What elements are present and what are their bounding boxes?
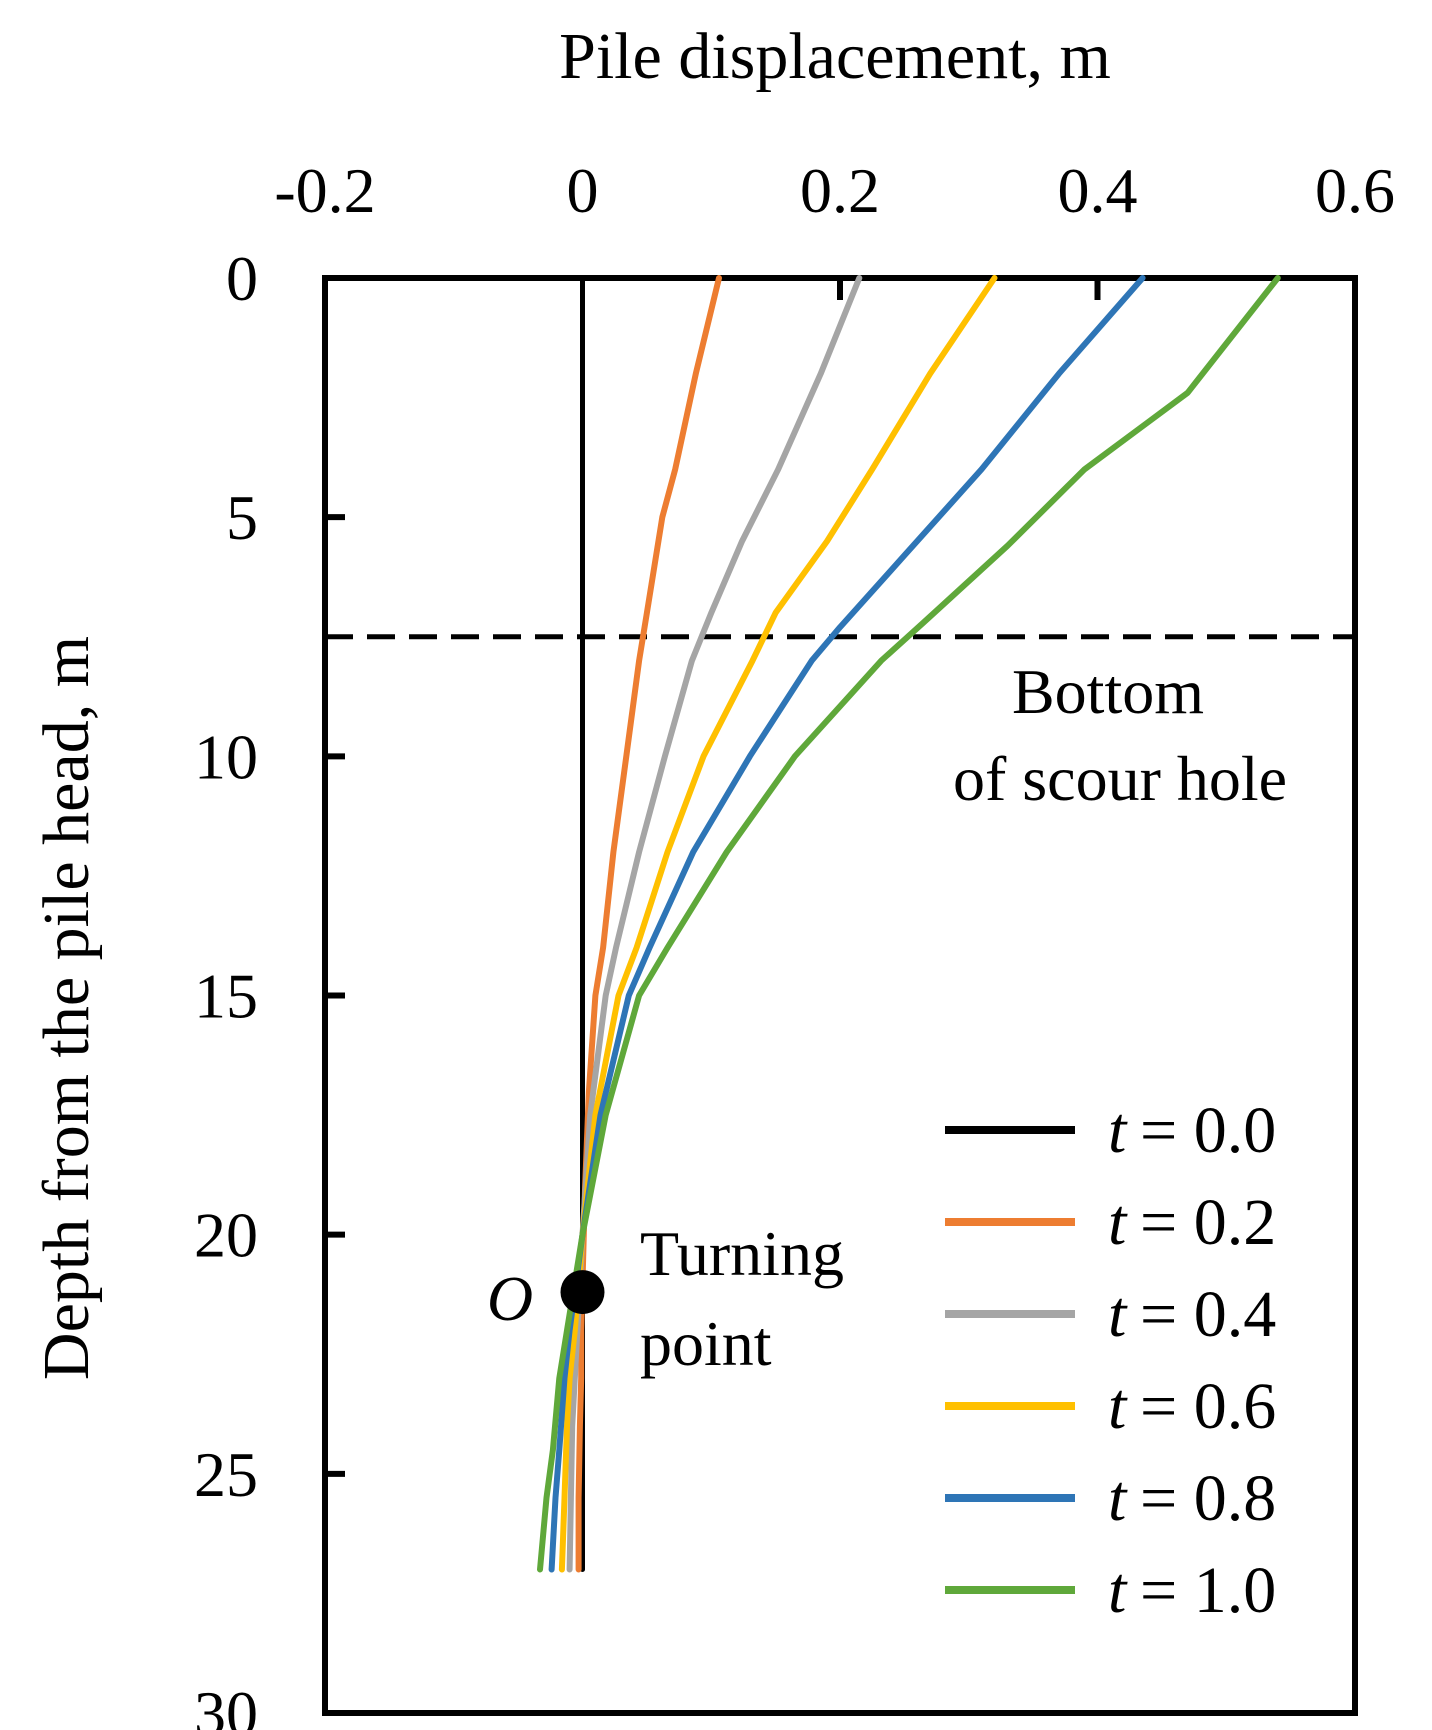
y-axis-title: Depth from the pile head, m: [30, 636, 103, 1380]
legend-label-t: t: [1108, 1370, 1128, 1443]
legend-label-value: = 0.6: [1140, 1370, 1276, 1443]
x-tick-label: 0.2: [800, 155, 880, 226]
y-tick-label: 10: [194, 721, 258, 792]
legend-label-value: = 0.2: [1140, 1186, 1276, 1259]
turning-point-marker: [560, 1270, 605, 1315]
series-line-3: [566, 275, 863, 1573]
legend-label-t: t: [1108, 1278, 1128, 1351]
legend-label-value: = 0.4: [1140, 1278, 1276, 1351]
x-tick-label: 0.4: [1058, 155, 1138, 226]
y-tick-label: 0: [226, 243, 258, 314]
x-tick-label: 0: [567, 155, 599, 226]
x-axis-title: Pile displacement, m: [559, 20, 1111, 93]
series-line-5: [548, 275, 1146, 1573]
turning-point-label-line2: point: [640, 1308, 772, 1379]
turning-point-label-line1: Turning: [640, 1218, 844, 1289]
y-tick-label: 25: [194, 1439, 258, 1510]
y-tick-label: 20: [194, 1200, 258, 1271]
x-tick-label: -0.2: [274, 155, 375, 226]
y-tick-labels: 0 5 10 15 20 25 30: [194, 243, 258, 1730]
y-tick-label: 15: [194, 961, 258, 1032]
axis-ticks: [325, 278, 1101, 1477]
legend-label-value: = 1.0: [1140, 1554, 1276, 1627]
legend-label-t: t: [1108, 1554, 1128, 1627]
scour-label-line2: of scour hole: [953, 743, 1287, 814]
scour-label-line1: Bottom: [1012, 656, 1204, 727]
legend-label-t: t: [1108, 1094, 1128, 1167]
legend-label-value: = 0.0: [1140, 1094, 1276, 1167]
series-line-6: [537, 275, 1281, 1573]
legend-label-t: t: [1108, 1186, 1128, 1259]
series-line-4: [558, 275, 998, 1573]
y-tick-label: 5: [226, 482, 258, 553]
legend-label-value: = 0.8: [1140, 1462, 1276, 1535]
turning-point-symbol: O: [487, 1263, 533, 1334]
y-tick-label: 30: [194, 1678, 258, 1730]
series-line-2: [575, 275, 722, 1573]
x-tick-label: 0.6: [1315, 155, 1395, 226]
series-lines: [537, 275, 1281, 1573]
legend: t = 0.0t = 0.2t = 0.4t = 0.6t = 0.8t = 1.0: [945, 1094, 1276, 1627]
legend-label-t: t: [1108, 1462, 1128, 1535]
x-tick-labels: -0.2 0 0.2 0.4 0.6: [274, 155, 1395, 226]
